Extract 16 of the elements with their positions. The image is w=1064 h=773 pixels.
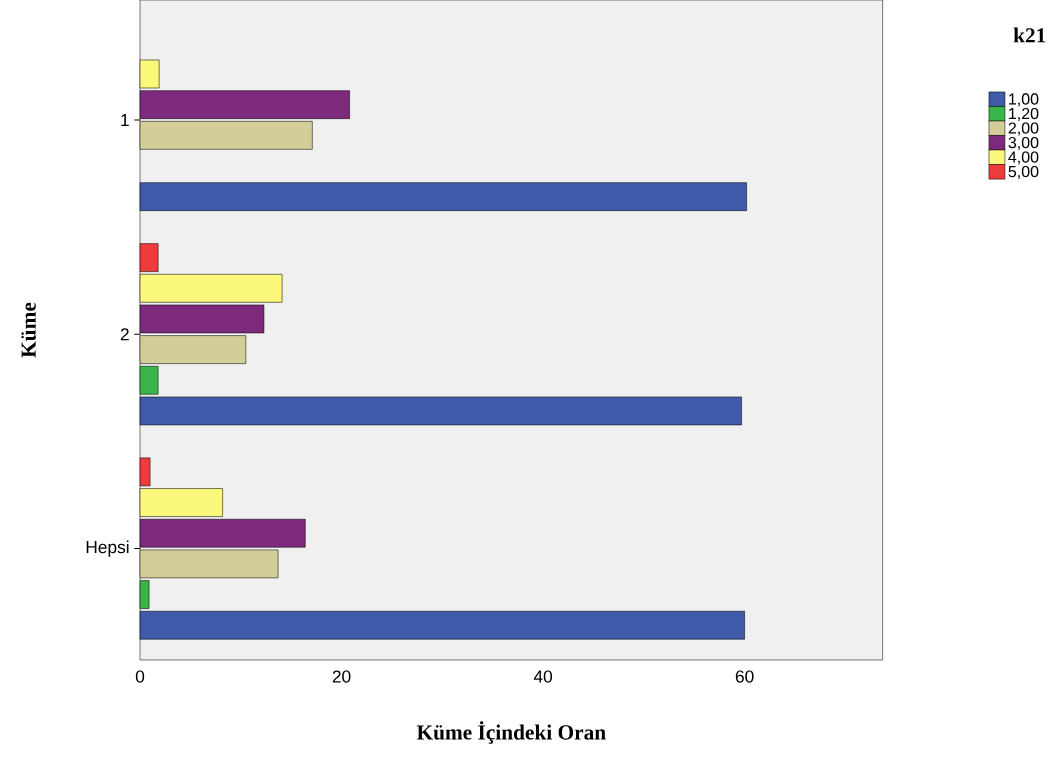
x-tick-label: 40 [533, 670, 553, 683]
legend-label: 2,00 [1008, 122, 1039, 136]
x-tick-label: 60 [735, 670, 754, 683]
x-tick-label: 20 [332, 670, 351, 683]
x-tick-label: 0 [135, 670, 145, 683]
y-tick-label: 1 [121, 113, 129, 126]
y-tick-label: 2 [120, 328, 129, 341]
legend-label: 1,20 [1009, 107, 1039, 121]
legend-label: 1,00 [1009, 93, 1039, 107]
y-axis-title: Küme [21, 302, 36, 358]
legend-label: 4,00 [1008, 151, 1039, 165]
legend-label: 3,00 [1008, 136, 1039, 150]
y-tick-label: Hepsi [86, 540, 129, 557]
legend-title: k21 [1013, 27, 1046, 43]
legend-label: 5,00 [1008, 165, 1039, 179]
x-axis-title: Küme İçindeki Oran [416, 720, 606, 744]
